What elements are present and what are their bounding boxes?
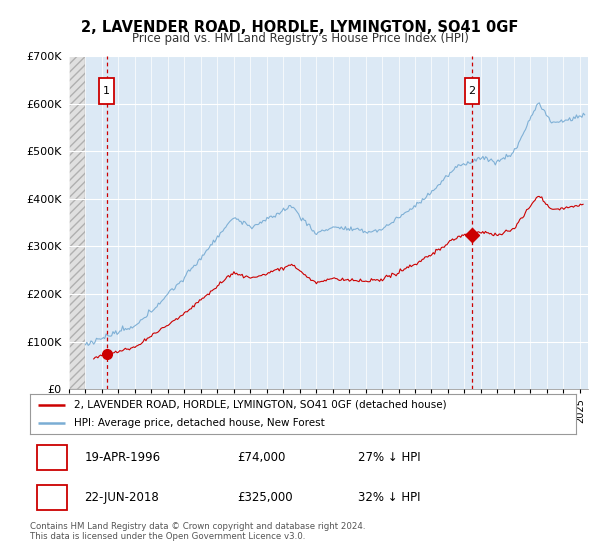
Text: 32% ↓ HPI: 32% ↓ HPI <box>358 491 420 504</box>
Polygon shape <box>69 56 85 389</box>
Bar <box>464 78 479 104</box>
Text: 27% ↓ HPI: 27% ↓ HPI <box>358 451 420 464</box>
Text: 2, LAVENDER ROAD, HORDLE, LYMINGTON, SO41 0GF (detached house): 2, LAVENDER ROAD, HORDLE, LYMINGTON, SO4… <box>74 400 446 409</box>
Text: 2, LAVENDER ROAD, HORDLE, LYMINGTON, SO41 0GF: 2, LAVENDER ROAD, HORDLE, LYMINGTON, SO4… <box>82 20 518 35</box>
Text: £325,000: £325,000 <box>238 491 293 504</box>
Text: 22-JUN-2018: 22-JUN-2018 <box>85 491 160 504</box>
Text: 2: 2 <box>469 86 476 96</box>
Text: 2: 2 <box>47 491 56 504</box>
Text: Contains HM Land Registry data © Crown copyright and database right 2024.
This d: Contains HM Land Registry data © Crown c… <box>30 522 365 542</box>
Text: 1: 1 <box>47 451 56 464</box>
Text: 1: 1 <box>103 86 110 96</box>
Text: HPI: Average price, detached house, New Forest: HPI: Average price, detached house, New … <box>74 418 325 428</box>
Text: £74,000: £74,000 <box>238 451 286 464</box>
Text: Price paid vs. HM Land Registry's House Price Index (HPI): Price paid vs. HM Land Registry's House … <box>131 32 469 45</box>
Text: 19-APR-1996: 19-APR-1996 <box>85 451 161 464</box>
Bar <box>37 485 67 510</box>
Bar <box>37 445 67 470</box>
Bar <box>100 78 114 104</box>
